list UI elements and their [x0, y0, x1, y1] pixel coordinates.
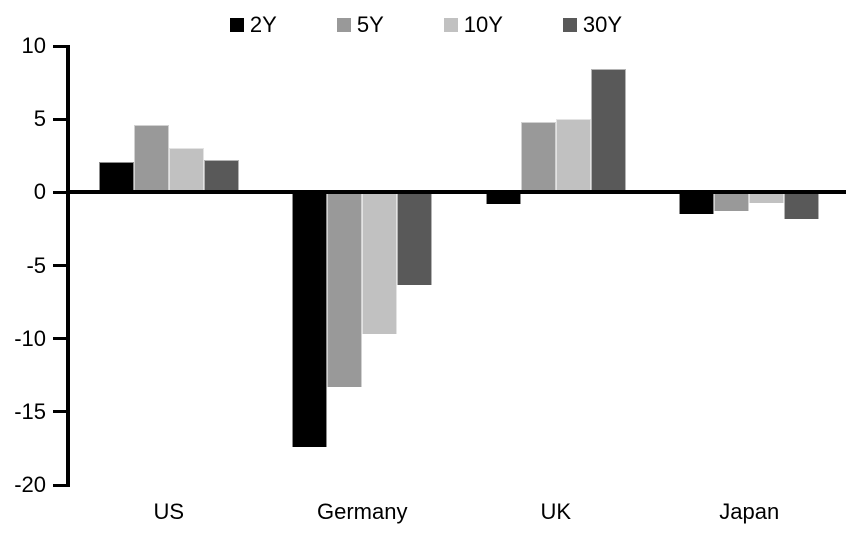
y-tick-mark [53, 264, 66, 267]
y-tick-mark [53, 117, 66, 121]
x-axis-category-label: Japan [719, 499, 780, 524]
y-tick-mark [53, 410, 66, 414]
y-tick-mark [53, 44, 66, 48]
y-tick-mark [53, 337, 66, 341]
y-tick-mark [53, 483, 66, 487]
y-tick-label: -10 [14, 325, 46, 351]
bar-Germany-30Y [397, 192, 433, 285]
x-axis-category-label: UK [540, 499, 572, 524]
bar-Japan-5Y [714, 192, 750, 212]
zero-baseline [66, 190, 846, 195]
y-axis-line [66, 44, 70, 487]
y-tick-label: 10 [21, 33, 46, 58]
legend-item: 5Y [336, 12, 384, 38]
legend-label: 30Y [582, 12, 623, 37]
legend-label: 5Y [356, 12, 384, 37]
legend-swatch-icon [562, 18, 577, 32]
legend-swatch-icon [229, 18, 244, 32]
chart-legend: 2Y 5Y 10Y 30Y [0, 12, 852, 38]
bar-US-5Y [133, 125, 169, 193]
bar-US-30Y [203, 160, 239, 193]
bar-UK-5Y [520, 122, 556, 193]
bar-UK-10Y [555, 119, 591, 193]
bar-Germany-5Y [327, 192, 363, 387]
bar-US-10Y [168, 148, 204, 193]
x-axis-category-label: Germany [317, 499, 408, 524]
legend-item: 30Y [562, 12, 623, 38]
bar-US-2Y [98, 161, 134, 193]
x-axis-category-label: US [153, 499, 185, 524]
y-tick-label: 0 [33, 179, 46, 205]
legend-item: 10Y [443, 12, 503, 38]
y-tick-label: 5 [33, 106, 46, 132]
y-tick-mark [53, 190, 66, 194]
bar-UK-30Y [590, 69, 626, 193]
legend-label: 2Y [249, 12, 277, 37]
y-tick-label: -15 [14, 398, 46, 424]
legend-item: 2Y [229, 12, 277, 38]
bar-Japan-30Y [784, 192, 820, 219]
y-tick-label: -5 [26, 252, 46, 278]
bar-Japan-2Y [679, 192, 715, 215]
legend-swatch-icon [336, 18, 351, 32]
bar-Germany-2Y [292, 192, 328, 447]
legend-swatch-icon [443, 18, 458, 32]
y-tick-label: -20 [14, 472, 46, 497]
legend-label: 10Y [463, 12, 503, 37]
bar-Germany-10Y [362, 192, 398, 335]
